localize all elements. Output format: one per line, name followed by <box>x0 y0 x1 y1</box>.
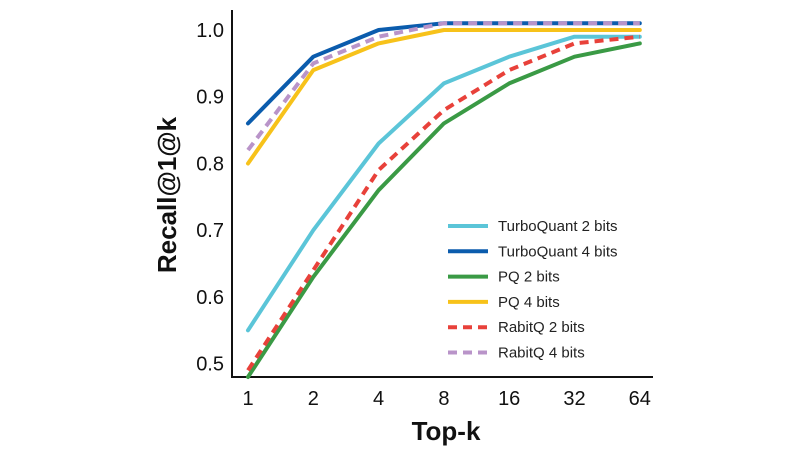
x-tick-label: 4 <box>373 388 384 410</box>
legend-label: RabitQ 4 bits <box>498 345 585 362</box>
y-tick-labels: 0.5 0.6 0.7 0.8 0.9 1.0 <box>196 20 224 376</box>
legend-label: RabitQ 2 bits <box>498 319 585 336</box>
y-tick-label: 0.8 <box>196 153 224 175</box>
legend: TurboQuant 2 bits TurboQuant 4 bits PQ 2 b… <box>448 218 618 362</box>
legend-item: RabitQ 4 bits <box>448 345 585 362</box>
x-tick-labels: 1 2 4 8 16 32 64 <box>242 388 650 410</box>
x-tick-label: 32 <box>563 388 585 410</box>
series-line-turboquant-2-bits <box>246 34 642 333</box>
x-tick-label: 8 <box>438 388 449 410</box>
y-tick-label: 1.0 <box>196 20 224 42</box>
legend-item: PQ 4 bits <box>448 294 560 311</box>
series-lines <box>246 21 642 379</box>
y-tick-label: 0.9 <box>196 87 224 109</box>
axes <box>231 10 653 378</box>
legend-label: TurboQuant 4 bits <box>498 243 618 260</box>
legend-label: PQ 2 bits <box>498 269 560 286</box>
y-tick-label: 0.7 <box>196 220 224 242</box>
x-tick-label: 1 <box>242 388 253 410</box>
y-axis-title: Recall@1@k <box>152 116 182 273</box>
legend-item: TurboQuant 4 bits <box>448 243 618 260</box>
legend-label: PQ 4 bits <box>498 294 560 311</box>
series-line-pq-2-bits <box>246 41 642 379</box>
series-line-rabitq-4-bits <box>246 21 640 152</box>
x-tick-label: 64 <box>629 388 651 410</box>
legend-label: TurboQuant 2 bits <box>498 218 618 235</box>
series-line-pq-4-bits <box>246 28 642 166</box>
y-tick-label: 0.5 <box>196 354 224 376</box>
y-tick-label: 0.6 <box>196 287 224 309</box>
x-tick-label: 16 <box>498 388 520 410</box>
legend-item: PQ 2 bits <box>448 269 560 286</box>
x-axis-title: Top-k <box>412 416 481 446</box>
x-tick-label: 2 <box>308 388 319 410</box>
legend-item: RabitQ 2 bits <box>448 319 585 336</box>
legend-item: TurboQuant 2 bits <box>448 218 618 235</box>
